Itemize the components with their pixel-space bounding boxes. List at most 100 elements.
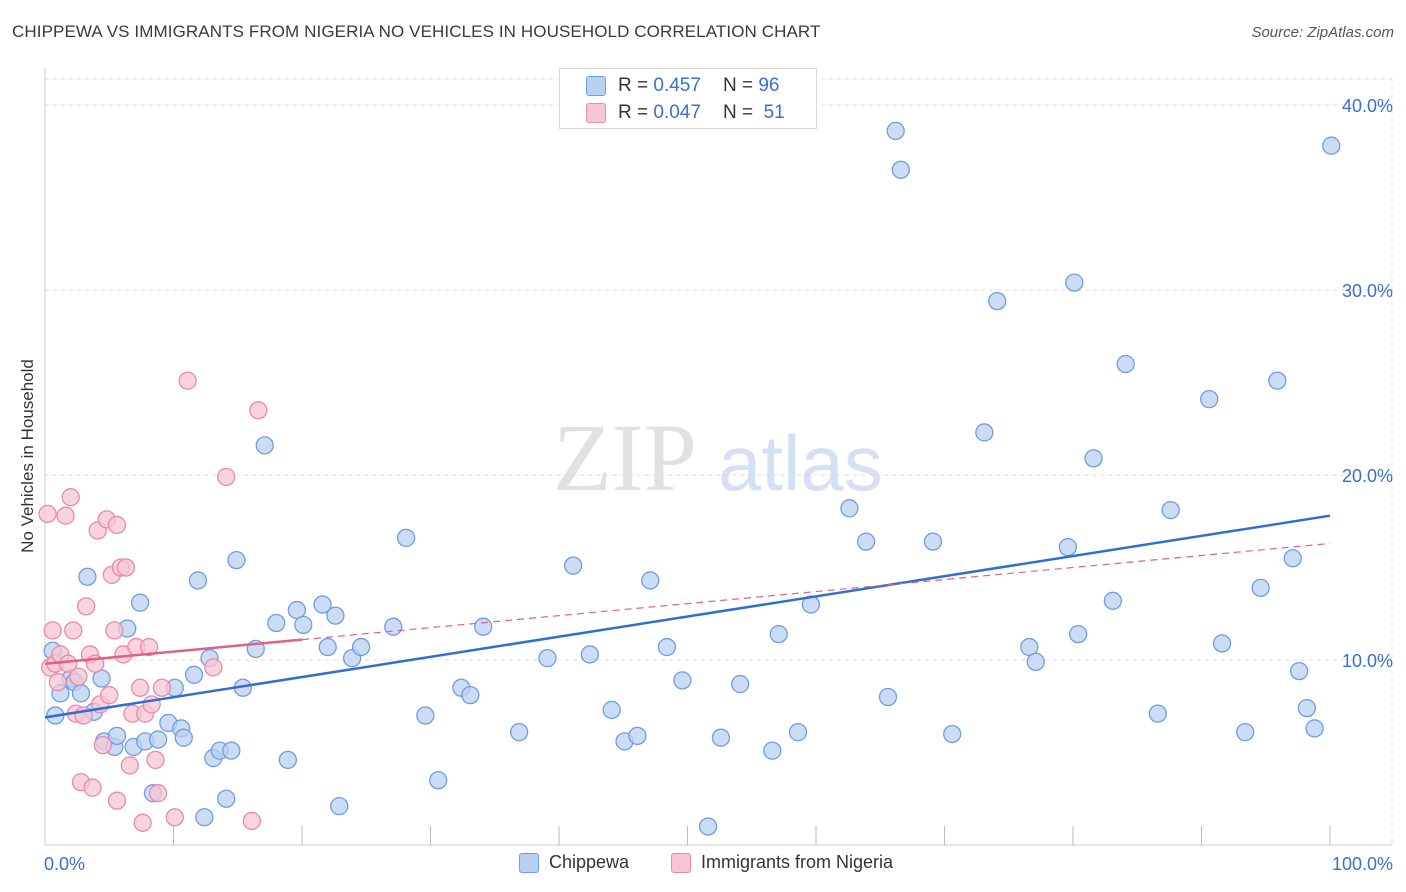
nigeria-point xyxy=(64,621,83,640)
chippewa-point xyxy=(396,528,416,548)
chippewa-point xyxy=(510,723,529,742)
chippewa-point xyxy=(1065,273,1084,292)
chippewa-point xyxy=(538,649,557,668)
chippewa-point xyxy=(856,532,876,551)
chippewa-point xyxy=(1322,136,1341,155)
n-value: 96 xyxy=(758,75,780,96)
watermark-zip: ZIP xyxy=(553,404,697,511)
nigeria-point xyxy=(217,467,236,487)
nigeria-point xyxy=(100,686,119,705)
chippewa-swatch xyxy=(519,852,539,873)
y-tick-label: 10.0% xyxy=(1342,651,1393,671)
chippewa-point xyxy=(1200,389,1219,409)
chippewa-point xyxy=(71,684,91,703)
chippewa-trend-line xyxy=(44,514,1331,719)
chippewa-point xyxy=(923,532,943,551)
chippewa-swatch xyxy=(586,76,606,96)
chippewa-point xyxy=(1068,624,1088,644)
nigeria-point xyxy=(165,808,184,827)
nigeria-point xyxy=(116,558,136,577)
chippewa-point xyxy=(227,550,246,570)
points-layer xyxy=(38,121,1341,836)
chippewa-point xyxy=(698,817,718,836)
chippewa-point xyxy=(222,741,241,760)
legend-item-chippewa[interactable]: Chippewa xyxy=(519,852,629,873)
labels-layer: No Vehicles in Household 10.0% 20.0% 30.0%… xyxy=(18,96,1393,874)
nigeria-point xyxy=(107,791,127,810)
legend-item-nigeria[interactable]: Immigrants from Nigeria xyxy=(671,852,893,873)
chippewa-point xyxy=(1058,538,1078,557)
y-tick-label: 40.0% xyxy=(1342,96,1393,116)
nigeria-point xyxy=(48,673,67,692)
chippewa-point xyxy=(563,556,583,575)
chippewa-point xyxy=(1305,719,1324,738)
chippewa-point xyxy=(255,436,274,455)
chippewa-point xyxy=(975,423,994,442)
chippewa-point xyxy=(318,637,337,657)
chippewa-point xyxy=(107,726,127,745)
watermark: ZIP atlas xyxy=(553,404,883,511)
chart-title: CHIPPEWA VS IMMIGRANTS FROM NIGERIA NO V… xyxy=(12,22,821,41)
y-tick-label: 30.0% xyxy=(1342,281,1393,301)
chippewa-point xyxy=(988,291,1007,311)
nigeria-point xyxy=(43,621,62,640)
stats-row-chippewa: R = 0.457 N = 96 xyxy=(586,73,779,99)
nigeria-point xyxy=(105,621,124,640)
chippewa-point xyxy=(461,686,480,705)
x-tick-label-min: 0.0% xyxy=(44,854,85,874)
nigeria-point xyxy=(120,756,139,775)
series-legend: Chippewa Immigrants from Nigeria xyxy=(0,850,1406,880)
r-value: 0.047 xyxy=(653,102,701,123)
nigeria-point xyxy=(56,506,75,525)
chippewa-point xyxy=(1212,634,1232,653)
chippewa-point xyxy=(313,595,332,614)
stats-legend: R = 0.457 N = 96 R = 0.047 N = 51 xyxy=(559,68,817,129)
chippewa-point xyxy=(602,700,621,720)
x-tick-label-max: 100.0% xyxy=(1332,854,1393,874)
chippewa-point xyxy=(351,637,371,657)
chippewa-point xyxy=(731,674,750,694)
chippewa-point xyxy=(326,606,345,625)
n-label: N = xyxy=(722,75,754,96)
chippewa-point xyxy=(184,665,204,684)
chippewa-point xyxy=(628,726,647,745)
chippewa-point xyxy=(657,637,677,657)
nigeria-point xyxy=(58,654,78,673)
chippewa-point xyxy=(278,750,298,770)
chippewa-point xyxy=(711,728,731,747)
chippewa-point xyxy=(1084,449,1103,468)
nigeria-point xyxy=(152,678,172,697)
chippewa-point xyxy=(673,671,692,690)
y-axis-label: No Vehicles in Household xyxy=(18,359,37,553)
stats-row-nigeria: R = 0.047 N = 51 xyxy=(586,100,785,126)
watermark-atlas: atlas xyxy=(718,419,883,507)
nigeria-point xyxy=(242,811,262,831)
nigeria-point xyxy=(178,371,197,390)
nigeria-point xyxy=(38,504,57,523)
nigeria-point xyxy=(133,813,152,832)
nigeria-point xyxy=(139,637,159,657)
chippewa-point xyxy=(1251,578,1270,597)
chippewa-point xyxy=(580,645,599,664)
nigeria-point xyxy=(146,750,165,770)
chippewa-point xyxy=(1148,704,1167,723)
nigeria-point xyxy=(93,735,112,755)
chippewa-point xyxy=(891,160,910,179)
chippewa-point xyxy=(1103,591,1122,610)
axes-layer xyxy=(44,68,1392,846)
chippewa-point xyxy=(788,723,808,742)
chippewa-point xyxy=(769,624,788,644)
chippewa-point xyxy=(188,571,208,590)
chippewa-point xyxy=(1116,354,1135,374)
legend-label-nigeria: Immigrants from Nigeria xyxy=(701,852,894,872)
nigeria-swatch xyxy=(586,103,606,123)
chippewa-point xyxy=(641,571,660,590)
chippewa-point xyxy=(330,797,349,816)
chippewa-point xyxy=(195,808,214,827)
chippewa-point xyxy=(1283,549,1302,568)
chippewa-point xyxy=(1236,723,1255,742)
chippewa-point xyxy=(840,499,859,518)
r-label: R = xyxy=(618,102,649,123)
r-value: 0.457 xyxy=(653,75,701,96)
